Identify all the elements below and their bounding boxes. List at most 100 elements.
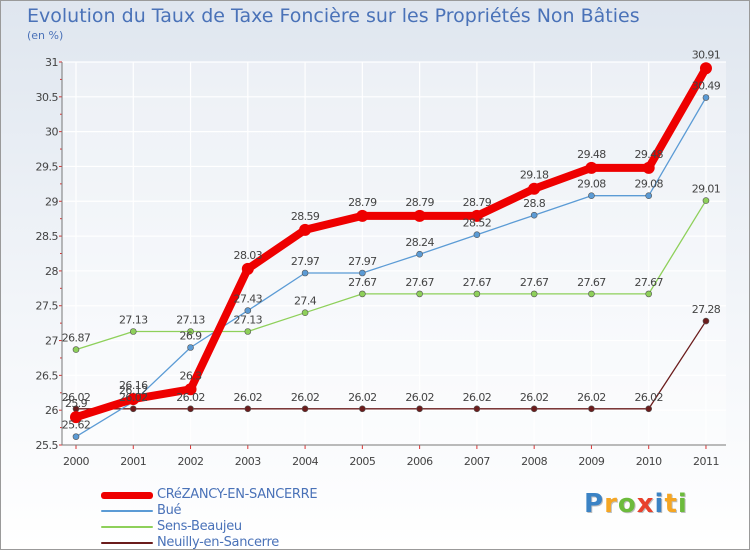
data-label: 26.16 bbox=[119, 379, 148, 392]
legend-label: Bué bbox=[157, 503, 182, 518]
x-tick-label: 2007 bbox=[464, 455, 490, 468]
data-label: 27.43 bbox=[234, 293, 263, 306]
legend-swatch bbox=[101, 526, 153, 528]
logo-letter: P bbox=[584, 489, 605, 519]
data-label: 26.02 bbox=[577, 391, 606, 404]
series-line bbox=[75, 320, 707, 410]
series-line bbox=[75, 96, 707, 438]
legend-swatch bbox=[101, 542, 153, 544]
data-label: 25.62 bbox=[62, 419, 91, 432]
logo-letter: o bbox=[617, 489, 637, 519]
data-point bbox=[702, 94, 710, 101]
legend-label: Sens-Beaujeu bbox=[157, 519, 242, 534]
x-tick-label: 2010 bbox=[636, 455, 662, 468]
data-label: 26.02 bbox=[176, 391, 205, 404]
y-tick-label: 30.5 bbox=[36, 91, 59, 104]
legend-swatch bbox=[101, 510, 153, 512]
data-label: 26.12 bbox=[119, 384, 148, 397]
data-label: 27.13 bbox=[234, 313, 263, 326]
x-tick-label: 2008 bbox=[521, 455, 547, 468]
chart-title: Evolution du Taux de Taxe Foncière sur l… bbox=[27, 5, 640, 27]
plot-area bbox=[62, 62, 726, 445]
data-label: 27.97 bbox=[348, 255, 377, 268]
data-label: 26.02 bbox=[291, 391, 320, 404]
proxiti-logo: Proxiti bbox=[584, 489, 688, 519]
data-label: 28.79 bbox=[405, 196, 434, 209]
logo-letter: t bbox=[664, 489, 678, 519]
data-point bbox=[588, 192, 595, 200]
data-label: 29.01 bbox=[692, 183, 721, 196]
y-tick-label: 29.5 bbox=[36, 160, 59, 173]
legend-swatch bbox=[101, 492, 153, 499]
data-point bbox=[301, 309, 309, 316]
data-point bbox=[416, 405, 423, 413]
data-label: 27.13 bbox=[119, 313, 148, 326]
legend-label: CRéZANCY-EN-SANCERRE bbox=[157, 487, 318, 502]
data-label: 29.18 bbox=[520, 169, 549, 182]
data-label: 27.97 bbox=[291, 255, 320, 268]
data-label: 26.02 bbox=[234, 391, 263, 404]
data-point bbox=[413, 209, 426, 222]
data-label: 25.9 bbox=[65, 397, 88, 410]
data-point bbox=[473, 405, 481, 413]
data-label: 27.67 bbox=[634, 276, 663, 289]
series-line bbox=[72, 64, 710, 422]
x-tick-label: 2011 bbox=[693, 455, 719, 468]
data-point bbox=[642, 161, 655, 174]
data-label: 28.59 bbox=[291, 210, 320, 223]
data-label: 26.02 bbox=[62, 391, 91, 404]
data-label: 26.02 bbox=[119, 391, 148, 404]
data-label: 27.67 bbox=[463, 276, 492, 289]
data-label: 26.87 bbox=[62, 332, 91, 345]
y-tick-label: 31 bbox=[45, 56, 58, 69]
data-label: 28.24 bbox=[405, 236, 434, 249]
data-label: 27.67 bbox=[520, 276, 549, 289]
data-point bbox=[585, 161, 598, 174]
data-point bbox=[470, 209, 483, 222]
data-point bbox=[187, 405, 194, 413]
logo-letter: i bbox=[677, 489, 688, 519]
data-point bbox=[416, 290, 423, 298]
data-label: 28.52 bbox=[463, 217, 492, 230]
y-tick-label: 26 bbox=[45, 404, 58, 417]
data-label: 26.02 bbox=[405, 391, 434, 404]
data-label: 27.67 bbox=[348, 276, 377, 289]
data-label: 27.28 bbox=[692, 303, 721, 316]
data-point bbox=[359, 405, 366, 413]
data-point bbox=[244, 307, 252, 314]
logo-letter: i bbox=[654, 489, 665, 519]
data-point bbox=[356, 209, 369, 222]
x-tick-label: 2003 bbox=[235, 455, 261, 468]
data-point bbox=[301, 405, 309, 413]
data-point bbox=[72, 346, 80, 353]
x-tick-label: 2001 bbox=[120, 455, 146, 468]
data-label: 27.67 bbox=[405, 276, 434, 289]
data-point bbox=[530, 211, 538, 219]
y-axis-unit: (en %) bbox=[27, 29, 64, 42]
data-label: 30.49 bbox=[692, 80, 721, 93]
data-label: 30.91 bbox=[692, 48, 721, 61]
y-tick-label: 27.5 bbox=[36, 300, 59, 313]
data-point bbox=[129, 405, 137, 413]
data-label: 27.67 bbox=[577, 276, 606, 289]
data-label: 29.48 bbox=[577, 148, 606, 161]
data-label: 26.9 bbox=[179, 330, 202, 343]
data-point bbox=[244, 405, 252, 413]
data-point bbox=[244, 328, 252, 335]
data-point bbox=[530, 405, 538, 413]
data-point bbox=[645, 192, 653, 200]
x-tick-label: 2009 bbox=[578, 455, 604, 468]
data-label: 28.79 bbox=[348, 196, 377, 209]
data-point bbox=[70, 411, 82, 424]
data-point bbox=[301, 269, 309, 277]
series-line bbox=[75, 199, 707, 351]
data-point bbox=[187, 328, 194, 335]
data-label: 29.48 bbox=[634, 148, 663, 161]
data-point bbox=[241, 262, 254, 275]
data-point bbox=[299, 223, 312, 236]
y-tick-label: 28 bbox=[45, 265, 58, 278]
data-point bbox=[699, 62, 712, 75]
data-point bbox=[702, 197, 710, 204]
x-tick-label: 2000 bbox=[63, 455, 89, 468]
